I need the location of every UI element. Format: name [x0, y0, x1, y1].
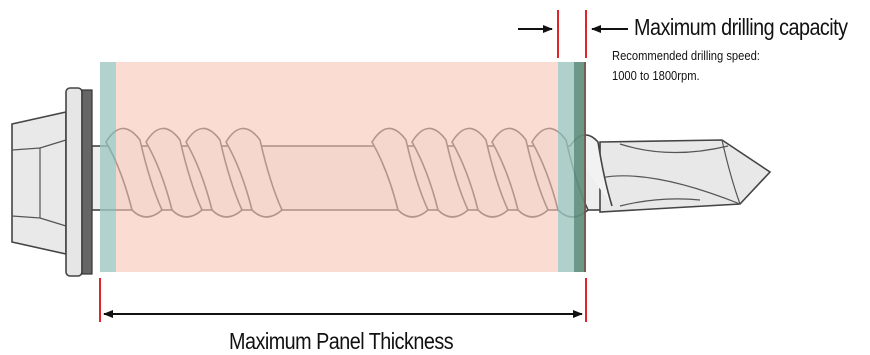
drilling-capacity-title: Maximum drilling capacity [634, 14, 848, 40]
hex-head [11, 111, 67, 255]
sealing-washer [81, 89, 93, 275]
drilling-capacity-marker [518, 10, 628, 58]
panel-thickness-label: Maximum Panel Thickness [229, 328, 454, 354]
panel-thickness-dimension [99, 278, 587, 322]
hex-head-facet [11, 147, 41, 219]
drilling-speed-value: 1000 to 1800rpm. [612, 68, 700, 83]
drilling-speed-label: Recommended drilling speed: [612, 48, 760, 63]
drill-point [599, 139, 772, 213]
panel-left-edge [100, 62, 116, 272]
panel-core [116, 62, 558, 272]
washer [65, 87, 83, 277]
panel-right-edge [558, 62, 574, 272]
steel-substrate [574, 62, 586, 272]
panel [100, 62, 586, 272]
